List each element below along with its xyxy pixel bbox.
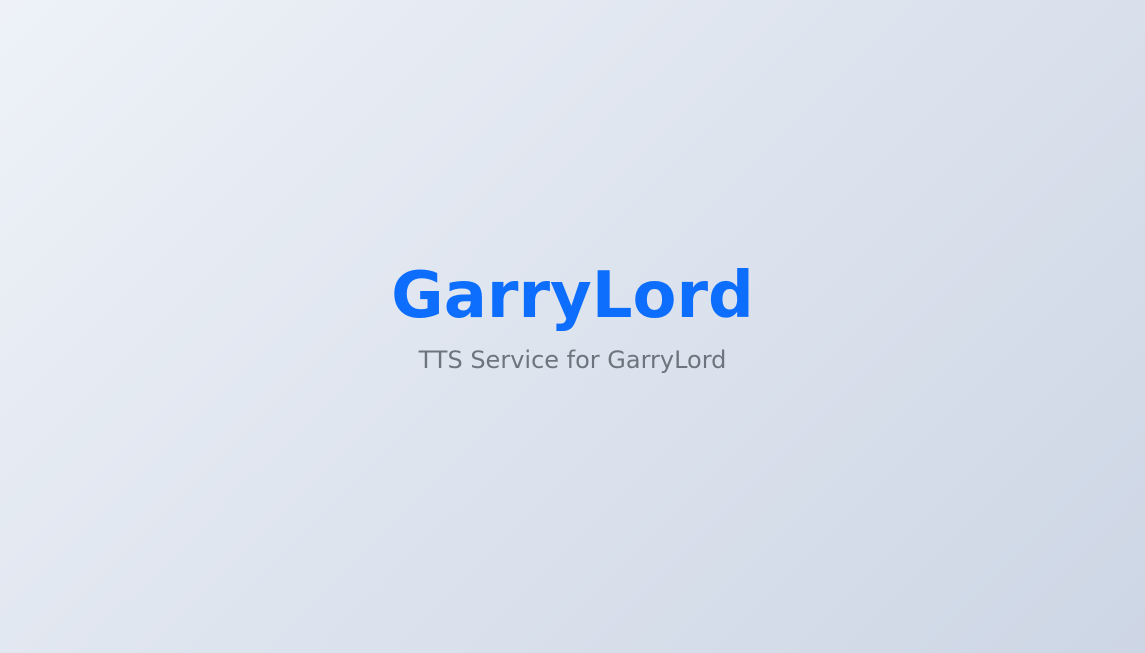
hero-section: GarryLord TTS Service for GarryLord: [0, 255, 1145, 375]
page-subtitle: TTS Service for GarryLord: [418, 346, 727, 374]
page-title: GarryLord: [391, 259, 754, 333]
